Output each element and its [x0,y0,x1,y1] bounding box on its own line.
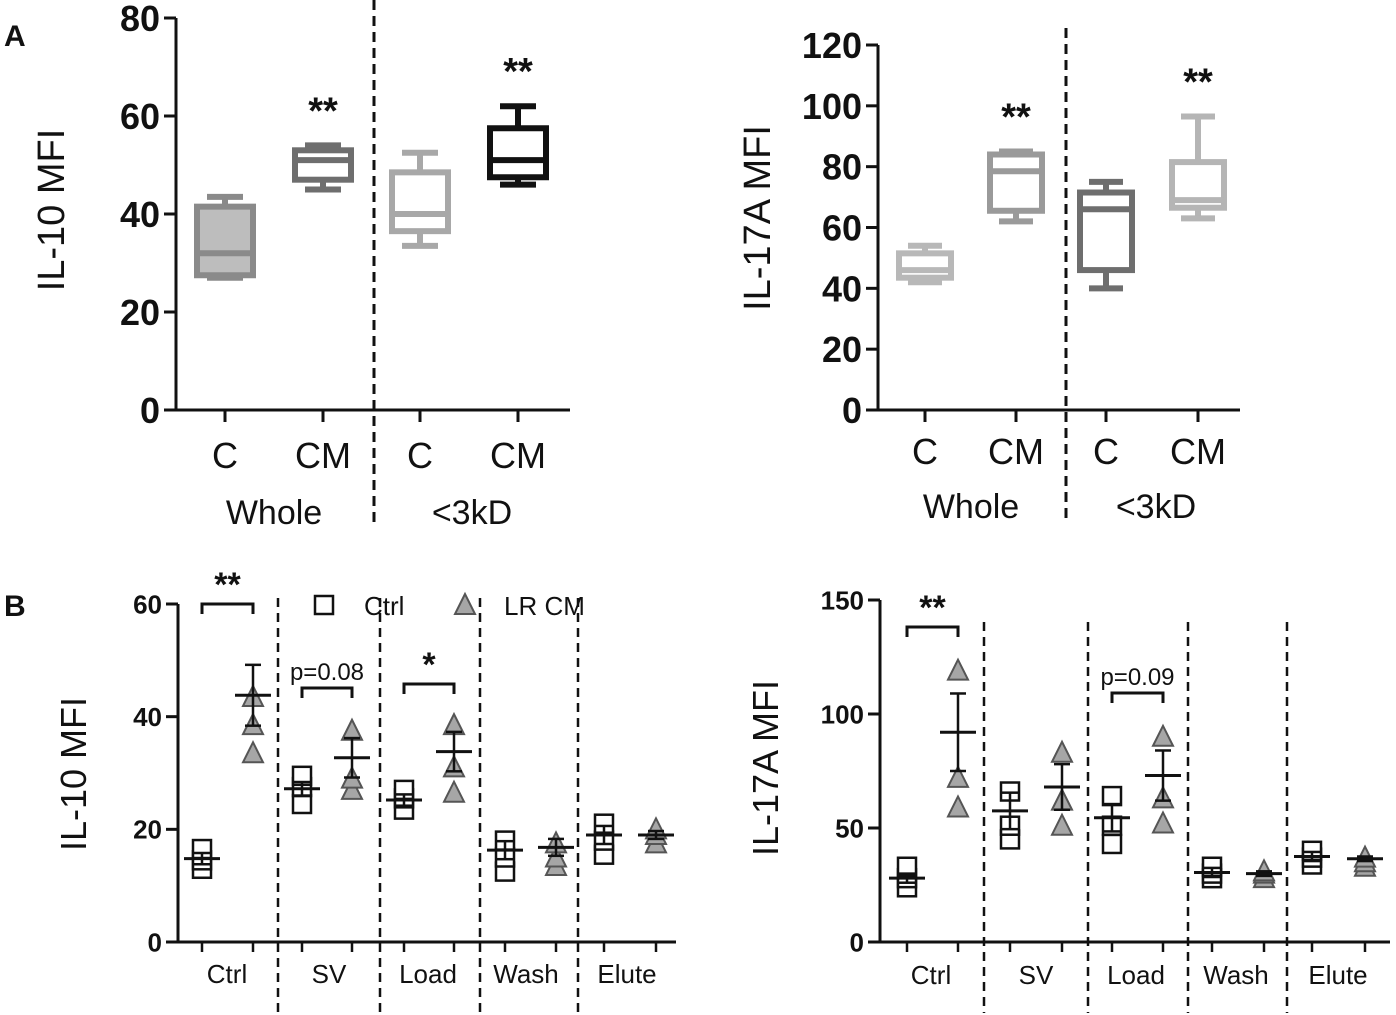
y-tick-label: 0 [850,927,864,957]
significance-label: p=0.09 [1100,664,1174,691]
significance-label: ** [503,51,533,93]
box-body [292,147,354,183]
y-axis-label: IL-10 MFI [31,129,73,292]
box-body [987,151,1045,214]
chart-a-il10-mfi: IL-10 MFI C CM C CM Whole <3kD 0 20 40 60 80… [31,0,570,532]
y-axis-label: IL-17A MFI [737,125,779,311]
significance-label: ** [214,566,241,604]
x-tick-label: C [912,431,938,472]
y-tick-label: 80 [120,0,160,39]
y-tick-label: 40 [133,702,162,732]
box-body [194,203,256,279]
x-tick-label: Load [399,959,457,989]
significance-label: ** [919,589,946,627]
y-tick-label: 20 [120,292,160,333]
lr-cm-point [1050,812,1074,836]
x-tick-label: CM [295,435,351,476]
x-tick-label: C [407,435,433,476]
group-label: <3kD [432,494,512,532]
lr-cm-point [946,764,970,788]
significance-bracket [402,682,456,694]
significance-bracket [1110,691,1165,703]
lr-cm-point [241,740,265,764]
y-tick-label: 60 [822,207,862,248]
significance-bracket [905,625,960,637]
group-label: Whole [923,488,1019,526]
lr-cm-point [1050,739,1074,763]
box-body [896,250,954,281]
x-tick-label: Ctrl [207,959,247,989]
x-tick-label: Wash [493,959,559,989]
group-label: Whole [226,494,322,532]
ctrl-point [1101,785,1123,807]
lr-cm-point [946,657,970,681]
x-tick-label: Wash [1203,960,1269,990]
x-tick-label: C [212,435,238,476]
lr-cm-point [340,776,364,800]
y-tick-label: 80 [822,147,862,188]
box-body [389,169,451,235]
x-tick-label: Load [1107,960,1165,990]
lr-cm-point [442,779,466,803]
legend-label-ctrl: Ctrl [364,591,404,621]
ctrl-point [1101,833,1123,855]
x-tick-label: Elute [1308,960,1367,990]
y-tick-label: 150 [821,585,864,615]
y-tick-label: 0 [148,927,162,957]
box-body [487,125,549,181]
significance-label: * [422,646,436,684]
significance-bracket [300,686,354,698]
y-tick-label: 100 [802,86,862,127]
chart-b-il10-mfi: IL-10 MFI Ctrl SV Load Wash Elute Ctrl L… [53,566,676,1013]
x-tick-label: SV [1019,960,1054,990]
y-tick-label: 0 [842,390,862,431]
box-body [1077,189,1135,274]
legend-ctrl-square-icon [313,594,335,616]
y-axis-label: IL-17A MFI [745,680,786,856]
x-tick-label: Elute [597,959,656,989]
y-tick-label: 40 [822,268,862,309]
chart-b-il17a-mfi: IL-17A MFI Ctrl SV Load Wash Elute 0 50 10… [745,585,1390,1013]
y-axis-label: IL-10 MFI [53,697,94,851]
panel-label-b: B [4,590,26,623]
lr-cm-point [1151,810,1175,834]
significance-label: ** [308,90,338,132]
significance-bracket [200,602,255,614]
x-tick-label: CM [490,435,546,476]
y-tick-label: 60 [120,96,160,137]
y-tick-label: 40 [120,194,160,235]
y-tick-label: 120 [802,25,862,66]
lr-cm-point [1151,723,1175,747]
y-tick-label: 20 [133,815,162,845]
panel-label-a: A [4,20,26,53]
x-tick-label: Ctrl [911,960,951,990]
y-tick-label: 60 [133,589,162,619]
significance-label: ** [1183,61,1213,103]
y-tick-label: 20 [822,329,862,370]
x-tick-label: CM [988,431,1044,472]
x-tick-label: CM [1170,431,1226,472]
y-tick-label: 50 [835,813,864,843]
significance-label: p=0.08 [290,659,364,686]
x-tick-label: SV [312,959,347,989]
group-label: <3kD [1116,488,1196,526]
y-tick-label: 100 [821,699,864,729]
significance-label: ** [1001,96,1031,138]
ctrl-point [291,793,313,815]
lr-cm-point [340,717,364,741]
legend-lr-cm-triangle-icon [453,591,477,615]
chart-a-il17a-mfi: IL-17A MFI C CM C CM Whole <3kD 0 20 40 60 8… [737,25,1240,526]
lr-cm-point [946,794,970,818]
x-tick-label: C [1093,431,1119,472]
y-tick-label: 0 [140,390,160,431]
legend-label-lr-cm: LR CM [504,591,585,621]
legend: Ctrl LR CM [313,591,585,621]
